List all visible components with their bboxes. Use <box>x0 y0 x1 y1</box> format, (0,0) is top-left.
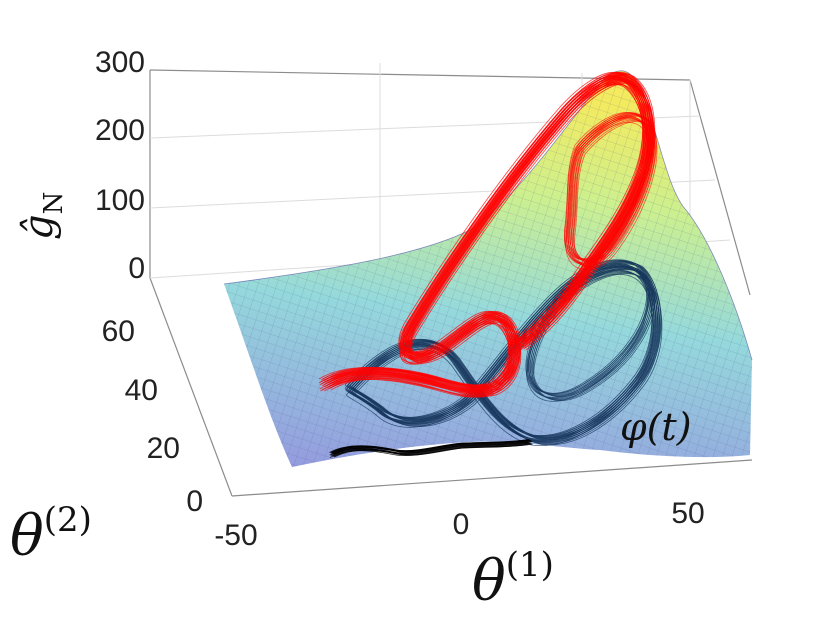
trajectory-line <box>332 442 531 457</box>
x-tick-label: 0 <box>453 508 470 541</box>
z-tick-label: 300 <box>95 46 145 79</box>
z-tick-labels: 300 200 100 0 <box>95 46 145 285</box>
box-edge <box>231 459 753 497</box>
z-axis-label: ĝN <box>16 192 69 240</box>
trajectory-line <box>573 116 657 264</box>
trajectory-line <box>570 113 655 261</box>
trajectory-line <box>330 439 530 453</box>
trajectory-line <box>565 116 650 264</box>
y-axis-label: θ(2) <box>10 500 92 569</box>
trajectory-line <box>528 265 650 394</box>
y-tick-labels: 60 40 20 0 <box>102 315 203 518</box>
z-tick-label: 200 <box>95 114 145 147</box>
trajectory-line <box>572 114 657 262</box>
trajectory-line <box>322 76 647 390</box>
y-tick-label: 0 <box>186 485 203 518</box>
x-tick-label: 50 <box>671 497 704 530</box>
y-tick-label: 20 <box>147 432 180 465</box>
trajectory-line <box>349 260 658 437</box>
trajectory-line <box>332 439 532 454</box>
trajectory-line <box>324 77 650 391</box>
trajectory-on-surface <box>318 72 658 398</box>
y-tick-label: 40 <box>125 374 158 407</box>
z-tick-label: 100 <box>95 184 145 217</box>
trajectory-line <box>571 115 655 263</box>
trajectory-line <box>567 111 651 260</box>
trajectory-line <box>329 441 528 456</box>
trajectory-line <box>320 75 645 389</box>
trajectory-line <box>533 273 656 402</box>
phi-annotation: φ(t) <box>620 405 692 449</box>
box-edge <box>149 277 233 497</box>
trajectory-line <box>563 115 648 263</box>
trajectory-line <box>329 444 529 458</box>
trajectory-line <box>330 442 529 456</box>
z-tick-label: 0 <box>128 252 145 285</box>
svg-text:θ(2): θ(2) <box>10 500 92 569</box>
trajectory-line <box>331 439 531 454</box>
x-axis-label: θ(1) <box>472 545 554 614</box>
axes-box <box>149 63 753 497</box>
x-tick-label: -50 <box>214 519 257 552</box>
trajectory-line <box>573 121 658 269</box>
trajectory-line <box>326 72 651 386</box>
trajectory-line <box>568 112 653 261</box>
box-edge <box>149 69 691 81</box>
box-edge <box>689 79 751 296</box>
trajectory-base <box>329 439 533 458</box>
trajectory-line <box>567 116 652 265</box>
trajectory-line <box>331 442 530 457</box>
trajectory-line <box>564 116 648 265</box>
svg-text:ĝN: ĝN <box>16 192 69 240</box>
svg-text:θ(1): θ(1) <box>472 545 554 614</box>
x-tick-labels: -50 0 50 <box>214 497 704 552</box>
y-tick-label: 60 <box>102 315 135 348</box>
